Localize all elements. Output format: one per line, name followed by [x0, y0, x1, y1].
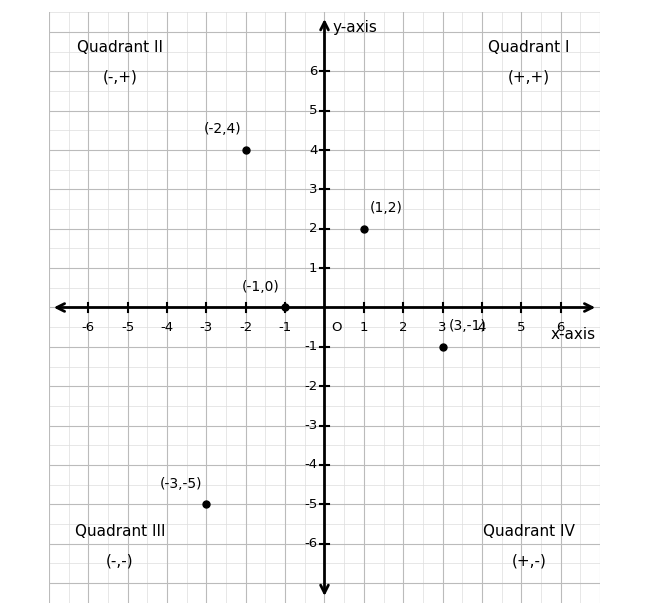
Text: -2: -2 — [239, 321, 252, 335]
Text: -3: -3 — [304, 419, 317, 432]
Text: 2: 2 — [399, 321, 408, 335]
Text: 3: 3 — [438, 321, 447, 335]
Text: -1: -1 — [304, 340, 317, 354]
Text: -2: -2 — [304, 379, 317, 393]
Text: (+,+): (+,+) — [508, 69, 550, 84]
Text: 5: 5 — [309, 104, 317, 117]
Text: Quadrant III: Quadrant III — [75, 524, 165, 539]
Text: (-1,0): (-1,0) — [241, 280, 279, 294]
Text: 4: 4 — [309, 143, 317, 157]
Text: y-axis: y-axis — [332, 20, 377, 35]
Text: -6: -6 — [82, 321, 95, 335]
Text: (1,2): (1,2) — [370, 201, 402, 215]
Text: -5: -5 — [121, 321, 134, 335]
Text: -5: -5 — [304, 498, 317, 511]
Text: -1: -1 — [278, 321, 292, 335]
Text: 3: 3 — [309, 183, 317, 196]
Text: 1: 1 — [309, 261, 317, 275]
Text: (-2,4): (-2,4) — [204, 122, 242, 137]
Text: (+,-): (+,-) — [511, 554, 546, 568]
Text: 2: 2 — [309, 222, 317, 236]
Text: Quadrant II: Quadrant II — [77, 40, 163, 55]
Text: (-3,-5): (-3,-5) — [160, 477, 202, 491]
Text: 4: 4 — [478, 321, 486, 335]
Text: x-axis: x-axis — [551, 327, 596, 342]
Text: Quadrant IV: Quadrant IV — [484, 524, 575, 539]
Text: O: O — [332, 321, 342, 335]
Text: (-,-): (-,-) — [106, 554, 134, 568]
Text: -3: -3 — [200, 321, 213, 335]
Text: 1: 1 — [360, 321, 368, 335]
Text: (3,-1): (3,-1) — [448, 319, 486, 333]
Text: (-,+): (-,+) — [103, 69, 138, 84]
Text: -6: -6 — [304, 537, 317, 550]
Text: 6: 6 — [309, 65, 317, 78]
Text: Quadrant I: Quadrant I — [489, 40, 570, 55]
Text: -4: -4 — [304, 458, 317, 472]
Text: 6: 6 — [556, 321, 565, 335]
Text: 5: 5 — [517, 321, 526, 335]
Text: -4: -4 — [160, 321, 174, 335]
